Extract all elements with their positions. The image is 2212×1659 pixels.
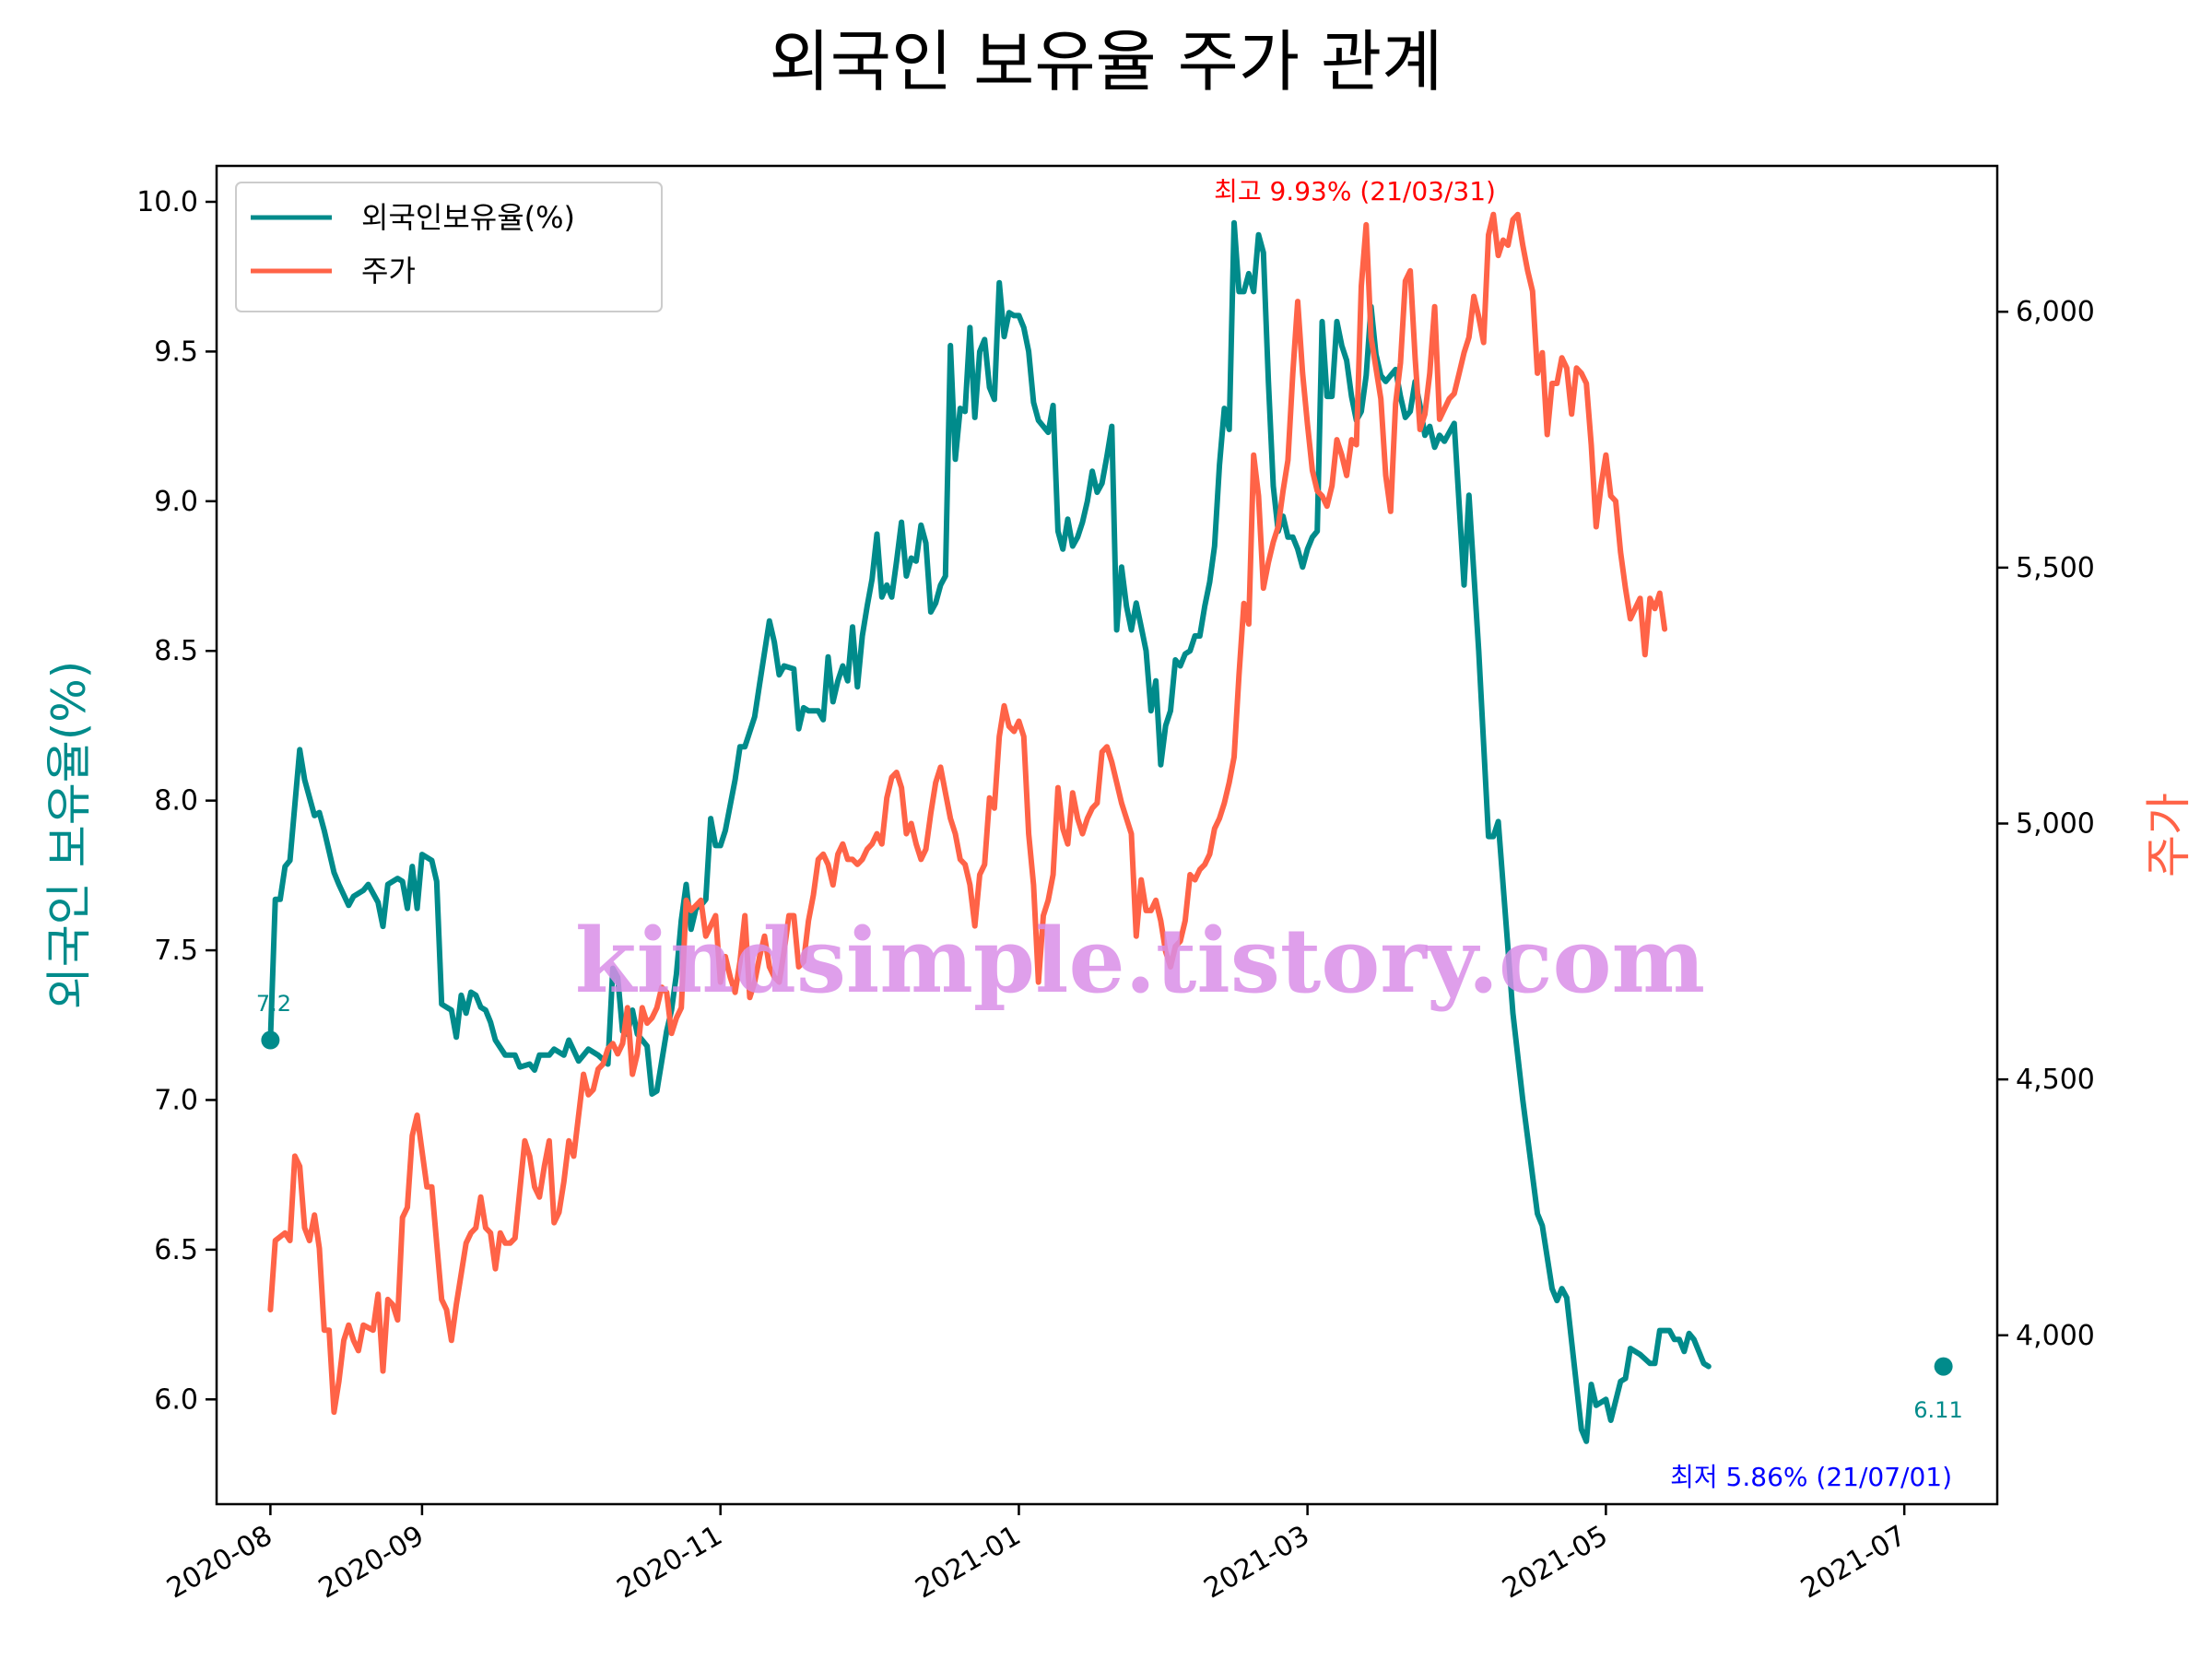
y-left-tick-label: 10.0 bbox=[136, 186, 198, 218]
y-axis-left-label: 외국인 보유율(%) bbox=[42, 661, 96, 1009]
x-tick-label: 2020-08 bbox=[161, 1520, 277, 1606]
x-tick-label: 2021-01 bbox=[910, 1520, 1026, 1606]
y-right-tick-label: 6,000 bbox=[2016, 296, 2095, 328]
end-marker bbox=[1934, 1357, 1953, 1376]
y-left-tick-label: 6.5 bbox=[154, 1234, 198, 1266]
y-left-tick-label: 6.0 bbox=[154, 1383, 198, 1416]
x-tick-label: 2020-09 bbox=[313, 1520, 429, 1606]
y-right-tick-label: 5,500 bbox=[2016, 552, 2095, 584]
legend: 외국인보유율(%) 주가 bbox=[235, 182, 663, 312]
legend-box bbox=[235, 182, 663, 312]
y-right-tick-label: 4,500 bbox=[2016, 1064, 2095, 1096]
annotation-min: 최저 5.86% (21/07/01) bbox=[1670, 1462, 1952, 1492]
y-left-tick-label: 9.0 bbox=[154, 486, 198, 518]
x-tick-label: 2020-11 bbox=[612, 1520, 728, 1606]
chart-title: 외국인 보유율 주가 관계 bbox=[769, 23, 1442, 100]
x-tick-label: 2021-05 bbox=[1497, 1520, 1613, 1606]
y-left-tick-label: 9.5 bbox=[154, 335, 198, 368]
series-line-stock-price bbox=[267, 211, 1668, 1416]
x-tick-label: 2021-03 bbox=[1199, 1520, 1315, 1606]
y-axis-right: 4,000 4,500 5,000 5,500 6,000 bbox=[1997, 296, 2095, 1352]
y-left-tick-label: 7.5 bbox=[154, 935, 198, 967]
annotation-max: 최고 9.93% (21/03/31) bbox=[1214, 176, 1496, 206]
legend-label-foreign: 외국인보유율(%) bbox=[361, 200, 575, 235]
y-right-tick-label: 4,000 bbox=[2016, 1320, 2095, 1352]
y-left-tick-label: 8.5 bbox=[154, 635, 198, 667]
legend-label-price: 주가 bbox=[361, 253, 416, 288]
x-axis: 2020-08 2020-09 2020-11 2021-01 2021-03 2021-… bbox=[161, 1504, 1912, 1606]
series-layer bbox=[261, 211, 1953, 1444]
y-right-tick-label: 5,000 bbox=[2016, 808, 2095, 841]
y-left-tick-label: 8.0 bbox=[154, 785, 198, 818]
y-axis-right-label: 주가 bbox=[2142, 793, 2195, 877]
y-left-tick-label: 7.0 bbox=[154, 1084, 198, 1116]
watermark: kindsimple.tistory.com bbox=[575, 909, 1705, 1013]
annotation-start-value: 7.2 bbox=[256, 991, 291, 1017]
y-axis-left: 6.0 6.5 7.0 7.5 8.0 8.5 9.0 9.5 10.0 bbox=[136, 186, 217, 1416]
annotation-end-value: 6.11 bbox=[1913, 1397, 1962, 1423]
plot-frame bbox=[215, 164, 1999, 1506]
x-tick-label: 2021-07 bbox=[1795, 1520, 1912, 1606]
start-marker bbox=[261, 1030, 280, 1050]
